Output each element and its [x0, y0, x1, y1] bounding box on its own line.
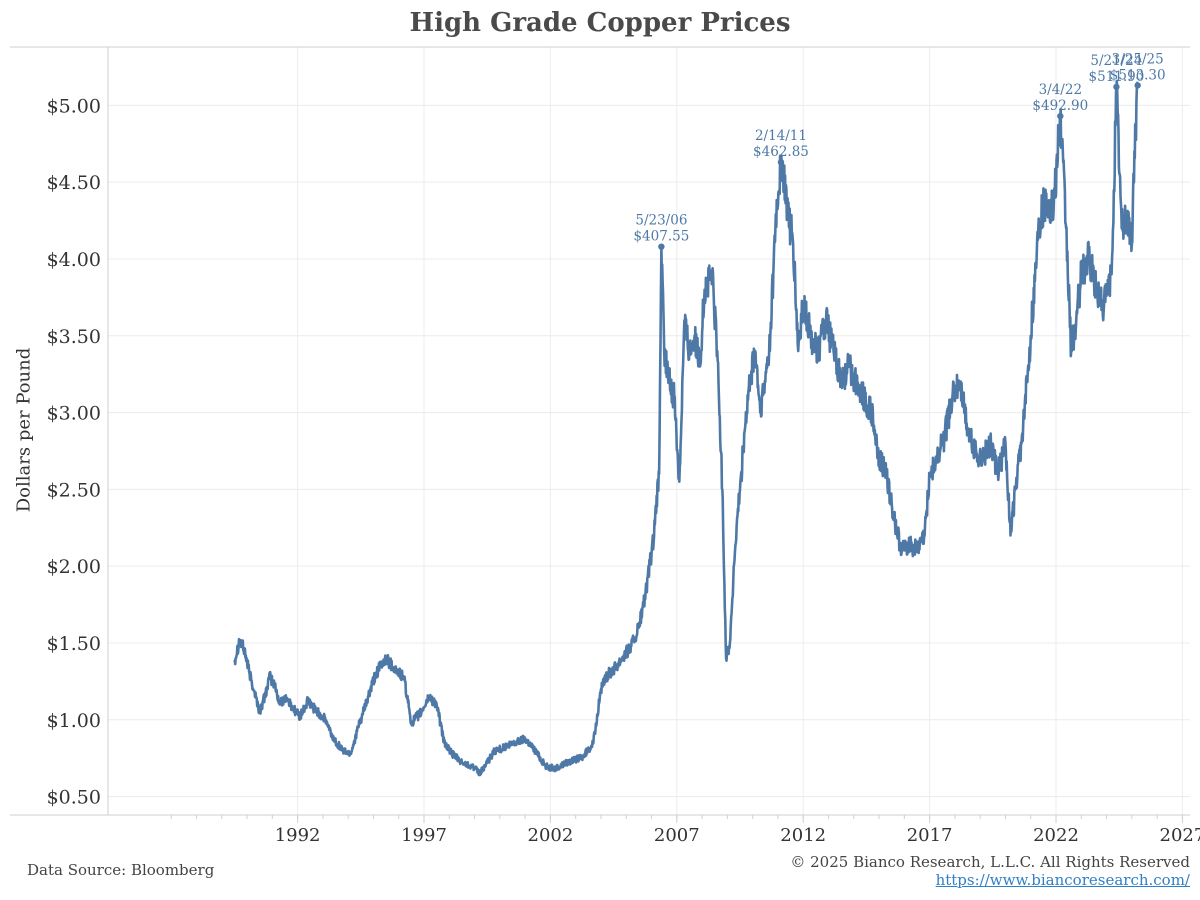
peak-marker — [1057, 112, 1064, 120]
peak-date-label: 3/25/25 — [1112, 51, 1164, 67]
chart-title: High Grade Copper Prices — [409, 8, 791, 38]
x-tick-label: 2002 — [528, 825, 574, 846]
x-tick-label: 1997 — [401, 825, 447, 846]
peak-marker — [658, 243, 665, 250]
peak-value-label: $407.55 — [633, 229, 689, 245]
peak-value-label: $511.90 — [1089, 69, 1145, 85]
y-tick-label: $2.50 — [47, 479, 101, 501]
website-link[interactable]: https://www.biancoresearch.com/ — [935, 871, 1190, 889]
peak-date-label: 3/4/22 — [1039, 82, 1082, 98]
peak-date-label: 5/23/06 — [635, 213, 687, 229]
peak-marker — [1134, 82, 1141, 89]
peak-marker — [1113, 83, 1120, 91]
axes: $0.50 $1.00 $1.50 $2.00 $2.50 $3.00 $3.50 $4.00… — [10, 46, 1200, 846]
peak-marker — [777, 159, 785, 166]
gridlines — [108, 47, 1190, 815]
peak-value-label: $513.30 — [1110, 67, 1166, 83]
x-tick-label: 2017 — [907, 825, 953, 846]
y-tick-label: $3.00 — [47, 403, 101, 425]
y-tick-label: $4.50 — [47, 172, 101, 194]
copper-price-line — [233, 79, 1139, 777]
y-tick-label: $1.50 — [47, 633, 101, 655]
x-tick-label: 2022 — [1033, 825, 1079, 846]
x-tick-label: 1992 — [275, 825, 321, 846]
x-tick-label: 2012 — [780, 825, 826, 846]
y-tick-label: $2.00 — [47, 556, 101, 578]
y-tick-label: $0.50 — [47, 787, 101, 809]
series-layer — [233, 79, 1139, 777]
peak-date-label: 2/14/11 — [755, 128, 807, 144]
peak-value-label: $492.90 — [1032, 98, 1088, 114]
y-tick-label: $3.50 — [47, 326, 101, 348]
x-tick-label: 2027 — [1160, 825, 1200, 846]
y-tick-label: $5.00 — [47, 95, 101, 117]
data-source: Data Source: Bloomberg — [27, 861, 215, 879]
annotations: 5/23/06$407.55 2/14/11$462.85 3/4/22$492.9… — [633, 51, 1166, 250]
copyright-block: © 2025 Bianco Research, L.L.C. All Right… — [790, 853, 1190, 889]
x-tick-label: 2007 — [654, 825, 700, 846]
y-tick-label: $4.00 — [47, 249, 101, 271]
peak-value-label: $462.85 — [753, 144, 809, 160]
peak-date-label: 5/21/24 — [1090, 53, 1142, 69]
copyright-text: © 2025 Bianco Research, L.L.C. All Right… — [790, 853, 1190, 871]
y-tick-label: $1.00 — [47, 710, 101, 732]
